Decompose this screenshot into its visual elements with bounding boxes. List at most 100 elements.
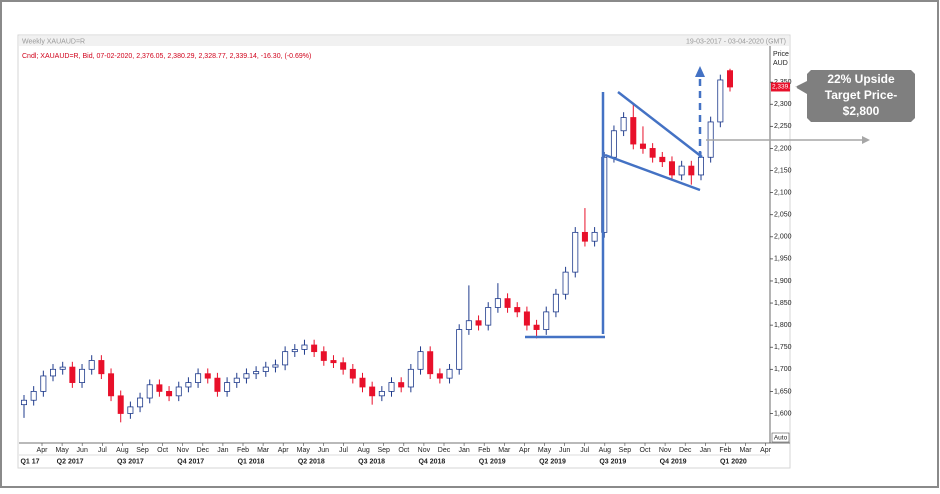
callout-line: Target Price- [825, 88, 897, 102]
candle-body [166, 391, 173, 397]
candle-body [233, 377, 240, 383]
month-label: Jun [318, 447, 329, 454]
candle-body [50, 368, 57, 377]
legend-text: Cndl; XAUAUD=R, Bid, 07-02-2020, 2,376.0… [22, 53, 311, 60]
candle-body [630, 117, 637, 145]
month-label: Jul [339, 447, 348, 454]
month-label: Jun [559, 447, 570, 454]
candle-body [543, 311, 550, 330]
candle-body [678, 165, 685, 176]
y-tick-label: 1,750 [774, 344, 792, 351]
month-label: Oct [398, 447, 409, 454]
month-label: Apr [519, 447, 531, 454]
candle-body [494, 298, 501, 308]
quarter-label: Q3 2019 [599, 458, 626, 465]
quarter-label: Q3 2018 [358, 458, 385, 465]
candle-body [591, 231, 598, 242]
chart-frame [17, 34, 791, 469]
quarter-label: Q2 2019 [539, 458, 566, 465]
month-label: Jan [217, 447, 228, 454]
candle-body [127, 406, 134, 414]
auto-button-label[interactable]: Auto [774, 435, 788, 442]
candle-body [117, 395, 124, 414]
last-price-label: 2,339.14 [772, 84, 798, 91]
month-label: May [55, 447, 69, 454]
candle-body [485, 307, 492, 326]
candle-body [69, 366, 76, 383]
quarter-label: Q1 17 [20, 458, 39, 465]
y-tick-label: 2,200 [774, 145, 792, 152]
pattern-annotations [525, 66, 915, 339]
candle-body [620, 117, 627, 132]
month-label: Sep [377, 447, 390, 454]
y-axis-unit: AUD [773, 60, 788, 67]
candle-body [649, 148, 656, 158]
candle-body [668, 161, 675, 176]
month-label: Sep [136, 447, 149, 454]
month-label: Nov [659, 447, 672, 454]
month-label: Apr [278, 447, 290, 454]
candle-body [572, 231, 579, 273]
month-label: Jan [700, 447, 711, 454]
quarter-label: Q4 2017 [177, 458, 204, 465]
candle-body [195, 373, 202, 383]
y-tick-label: 1,600 [774, 410, 792, 417]
candle-body [610, 130, 617, 158]
candle-body [291, 349, 298, 353]
month-label: Mar [739, 447, 752, 454]
candle-body [311, 344, 318, 353]
candle-body [697, 156, 704, 176]
month-label: Apr [37, 447, 49, 454]
callout-box [795, 70, 915, 122]
candle-body [456, 329, 463, 370]
y-tick-label: 1,800 [774, 322, 792, 329]
y-tick-label: 2,250 [774, 123, 792, 130]
candle-body [659, 156, 666, 163]
month-label: Aug [116, 447, 129, 454]
candle-body [88, 360, 95, 370]
candle-body [243, 373, 250, 379]
month-label: Oct [640, 447, 651, 454]
callout-line: 22% Upside [827, 72, 895, 86]
candle-body [465, 320, 472, 330]
callout-line: $2,800 [843, 104, 880, 118]
y-tick-label: 2,150 [774, 167, 792, 174]
quarter-label: Q3 2017 [117, 458, 144, 465]
candle-body [727, 70, 734, 88]
month-label: Sep [619, 447, 632, 454]
y-tick-label: 1,650 [774, 388, 792, 395]
candle-body [504, 298, 511, 308]
callout-connector-head [862, 136, 870, 144]
chart-header: Weekly XAUAUD=R [22, 38, 85, 45]
month-label: Mar [257, 447, 270, 454]
month-label: Nov [418, 447, 431, 454]
candle-body [514, 307, 521, 313]
candle-body [340, 362, 347, 370]
candle-body [204, 373, 211, 379]
candle-body [40, 375, 47, 392]
month-label: Aug [599, 447, 612, 454]
candle-body [378, 391, 385, 397]
candle-body [475, 320, 482, 326]
header-bar [19, 36, 789, 46]
auto-button[interactable] [771, 432, 790, 443]
month-label: Feb [719, 447, 731, 454]
y-tick-label: 1,950 [774, 256, 792, 263]
candle-body [282, 351, 289, 366]
candle-body [224, 382, 231, 392]
candle-body [427, 351, 434, 375]
candle-body [436, 373, 443, 379]
quarter-label: Q2 2018 [298, 458, 325, 465]
month-label: Jan [458, 447, 469, 454]
month-label: Apr [760, 447, 772, 454]
candle-body [330, 360, 337, 364]
candle-body [446, 368, 453, 379]
candle-body [146, 384, 153, 399]
month-label: Aug [357, 447, 370, 454]
target-arrow-head [695, 66, 705, 77]
candle-body [388, 382, 395, 392]
month-label: Feb [478, 447, 490, 454]
candle-body [98, 360, 105, 375]
